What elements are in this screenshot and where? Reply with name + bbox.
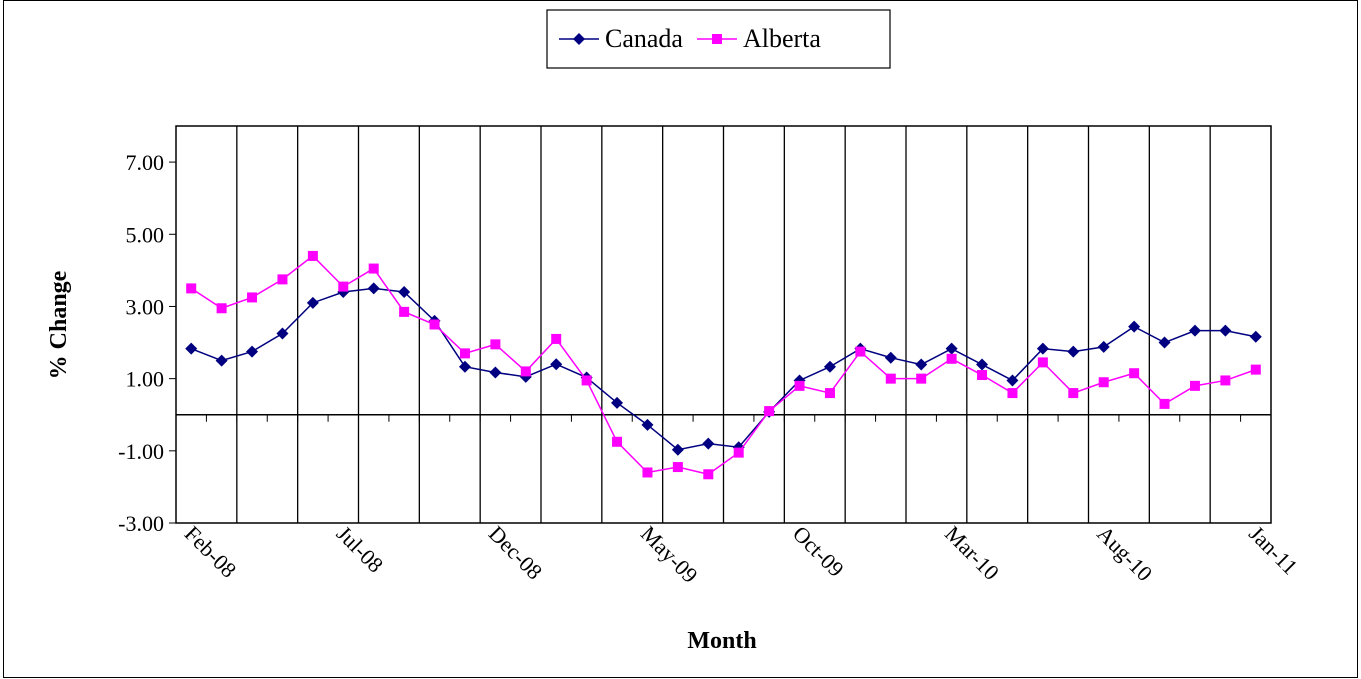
y-tick-label: 3.00 — [126, 294, 165, 319]
data-point — [306, 296, 319, 309]
data-point — [307, 250, 318, 261]
data-point — [1219, 324, 1232, 337]
data-point — [977, 370, 988, 381]
data-point — [855, 346, 866, 357]
data-point — [338, 281, 349, 292]
data-point — [1036, 342, 1049, 355]
data-point — [1007, 388, 1018, 399]
data-point — [672, 462, 683, 473]
data-point — [702, 437, 715, 450]
data-point — [246, 345, 259, 358]
data-point — [611, 396, 624, 409]
data-point — [1129, 368, 1140, 379]
data-point — [186, 283, 197, 294]
data-point — [794, 380, 805, 391]
data-point — [1159, 398, 1170, 409]
data-point — [1068, 388, 1079, 399]
data-point — [916, 373, 927, 384]
data-point — [459, 348, 470, 359]
data-point — [671, 443, 684, 456]
data-point — [551, 333, 562, 344]
data-point — [276, 327, 289, 340]
data-point — [368, 263, 379, 274]
y-tick-label: -1.00 — [118, 439, 164, 464]
data-point — [581, 375, 592, 386]
data-point — [946, 353, 957, 364]
y-tick-label: 7.00 — [126, 150, 165, 175]
data-point — [367, 282, 380, 295]
data-point — [399, 306, 410, 317]
data-point — [641, 418, 654, 431]
y-tick-label: 5.00 — [126, 222, 165, 247]
data-point — [1249, 330, 1262, 343]
data-point — [1128, 320, 1141, 333]
data-point — [458, 360, 471, 373]
data-point — [945, 342, 958, 355]
data-point — [1098, 377, 1109, 388]
data-point — [1189, 380, 1200, 391]
data-point — [1067, 345, 1080, 358]
data-point — [1037, 357, 1048, 368]
y-axis-title: % Change — [46, 270, 72, 379]
data-point — [489, 366, 502, 379]
data-point — [885, 373, 896, 384]
data-point — [520, 366, 531, 377]
legend-label: Alberta — [743, 24, 821, 53]
data-point — [490, 339, 501, 350]
data-point — [1158, 336, 1171, 349]
data-point — [823, 360, 836, 373]
legend-marker — [711, 34, 722, 44]
data-point — [215, 354, 228, 367]
x-axis-title: Month — [687, 628, 756, 654]
series-line — [190, 254, 1257, 476]
data-point — [277, 274, 288, 285]
data-point — [1220, 375, 1231, 386]
data-point — [429, 319, 440, 330]
data-point — [1097, 340, 1110, 353]
data-point — [976, 358, 989, 371]
legend-label: Canada — [605, 24, 683, 53]
data-point — [398, 286, 411, 299]
y-tick-label: -3.00 — [118, 511, 164, 536]
data-point — [703, 469, 714, 480]
data-point — [1250, 364, 1261, 375]
legend-marker — [573, 33, 585, 45]
data-point — [764, 406, 775, 417]
data-point — [733, 447, 744, 458]
data-point — [1188, 324, 1201, 337]
data-point — [884, 351, 897, 364]
data-point — [612, 436, 623, 447]
data-point — [550, 358, 563, 371]
data-point — [642, 467, 653, 478]
data-point — [824, 388, 835, 399]
data-point — [1006, 374, 1019, 387]
data-point — [216, 303, 227, 314]
data-point — [185, 342, 198, 355]
data-point — [247, 292, 258, 303]
y-tick-label: 1.00 — [126, 367, 165, 392]
data-point — [915, 358, 928, 371]
